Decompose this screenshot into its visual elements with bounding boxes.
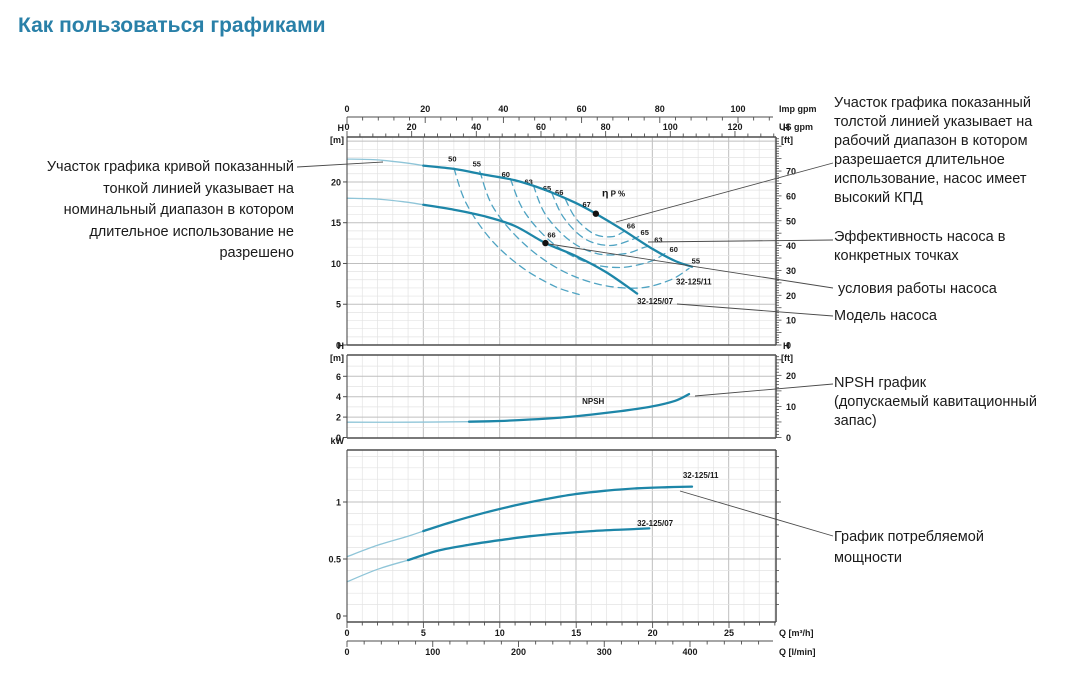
svg-text:60: 60 [670,245,678,254]
svg-text:0: 0 [344,122,349,132]
svg-text:Q [l/min]: Q [l/min] [779,647,816,657]
svg-text:[ft]: [ft] [781,353,793,363]
annotation-operating-point: условия работы насоса [838,281,997,297]
svg-text:60: 60 [502,170,510,179]
svg-text:20: 20 [420,104,430,114]
svg-text:0: 0 [336,341,341,351]
svg-text:0: 0 [344,628,349,638]
svg-text:[m]: [m] [330,353,344,363]
annotation-efficiency: Эффективность насоса в конкретных точках [834,229,1006,264]
svg-text:55: 55 [692,256,700,265]
svg-text:η P %: η P % [602,188,625,200]
svg-text:100: 100 [425,647,440,657]
svg-text:0: 0 [344,104,349,114]
svg-text:10: 10 [331,259,341,269]
svg-text:40: 40 [471,122,481,132]
svg-text:20: 20 [407,122,417,132]
svg-text:10: 10 [495,628,505,638]
svg-text:32-125/11: 32-125/11 [683,471,719,480]
svg-text:0.5: 0.5 [328,555,341,565]
svg-text:H: H [338,123,345,133]
svg-text:20: 20 [786,371,796,381]
svg-text:0: 0 [344,647,349,657]
svg-text:300: 300 [597,647,612,657]
svg-text:4: 4 [336,392,341,402]
svg-text:30: 30 [786,266,796,276]
svg-text:kW: kW [331,436,345,446]
page-title: Как пользоваться графиками [18,14,326,37]
svg-text:32-125/07: 32-125/07 [637,519,674,528]
svg-text:0: 0 [786,433,791,443]
svg-text:Imp gpm: Imp gpm [779,104,817,114]
svg-text:50: 50 [786,216,796,226]
svg-text:10: 10 [786,316,796,326]
svg-text:1: 1 [336,498,341,508]
svg-text:[ft]: [ft] [781,135,793,145]
svg-text:5: 5 [336,300,341,310]
svg-text:55: 55 [473,159,481,168]
svg-text:32-125/11: 32-125/11 [676,278,712,287]
svg-text:40: 40 [786,241,796,251]
annotation-npsh: NPSH график (допускаемый кавитационный з… [834,375,1037,429]
svg-text:60: 60 [536,122,546,132]
svg-text:0: 0 [336,612,341,622]
svg-text:70: 70 [786,167,796,177]
svg-text:120: 120 [727,122,742,132]
svg-text:67: 67 [583,200,591,209]
svg-text:63: 63 [654,235,662,244]
annotation-pump-model: Модель насоса [834,308,937,324]
svg-text:0: 0 [786,341,791,351]
svg-text:6: 6 [336,372,341,382]
svg-text:US gpm: US gpm [779,122,813,132]
svg-text:65: 65 [641,228,649,237]
svg-text:H: H [783,341,790,351]
svg-text:H: H [338,341,345,351]
svg-text:100: 100 [663,122,678,132]
svg-text:2: 2 [336,413,341,423]
svg-text:40: 40 [498,104,508,114]
svg-text:66: 66 [627,221,635,230]
svg-text:400: 400 [682,647,697,657]
svg-text:10: 10 [786,402,796,412]
svg-text:80: 80 [601,122,611,132]
svg-text:50: 50 [448,155,456,164]
svg-text:15: 15 [571,628,581,638]
svg-text:Q [m³/h]: Q [m³/h] [779,628,814,638]
svg-text:0: 0 [336,433,341,443]
svg-text:NPSH: NPSH [582,397,604,406]
svg-text:80: 80 [655,104,665,114]
svg-text:200: 200 [511,647,526,657]
annotation-thin-line-range: Участок графика кривой показанный тонкой… [46,159,294,261]
svg-text:20: 20 [648,628,658,638]
svg-text:63: 63 [525,177,533,186]
svg-text:60: 60 [786,191,796,201]
svg-text:60: 60 [577,104,587,114]
svg-text:25: 25 [724,628,734,638]
svg-text:H: H [783,123,790,133]
svg-text:20: 20 [786,291,796,301]
svg-text:15: 15 [331,218,341,228]
svg-text:100: 100 [730,104,745,114]
svg-text:20: 20 [331,177,341,187]
annotation-power: График потребляемой мощности [834,529,984,566]
svg-text:66: 66 [547,230,555,239]
svg-text:[m]: [m] [330,135,344,145]
svg-text:32-125/07: 32-125/07 [637,297,674,306]
svg-text:5: 5 [421,628,426,638]
svg-text:66: 66 [555,188,563,197]
svg-text:65: 65 [543,184,551,193]
annotation-thick-line-range: Участок графика показанный толстой линие… [834,95,1033,206]
